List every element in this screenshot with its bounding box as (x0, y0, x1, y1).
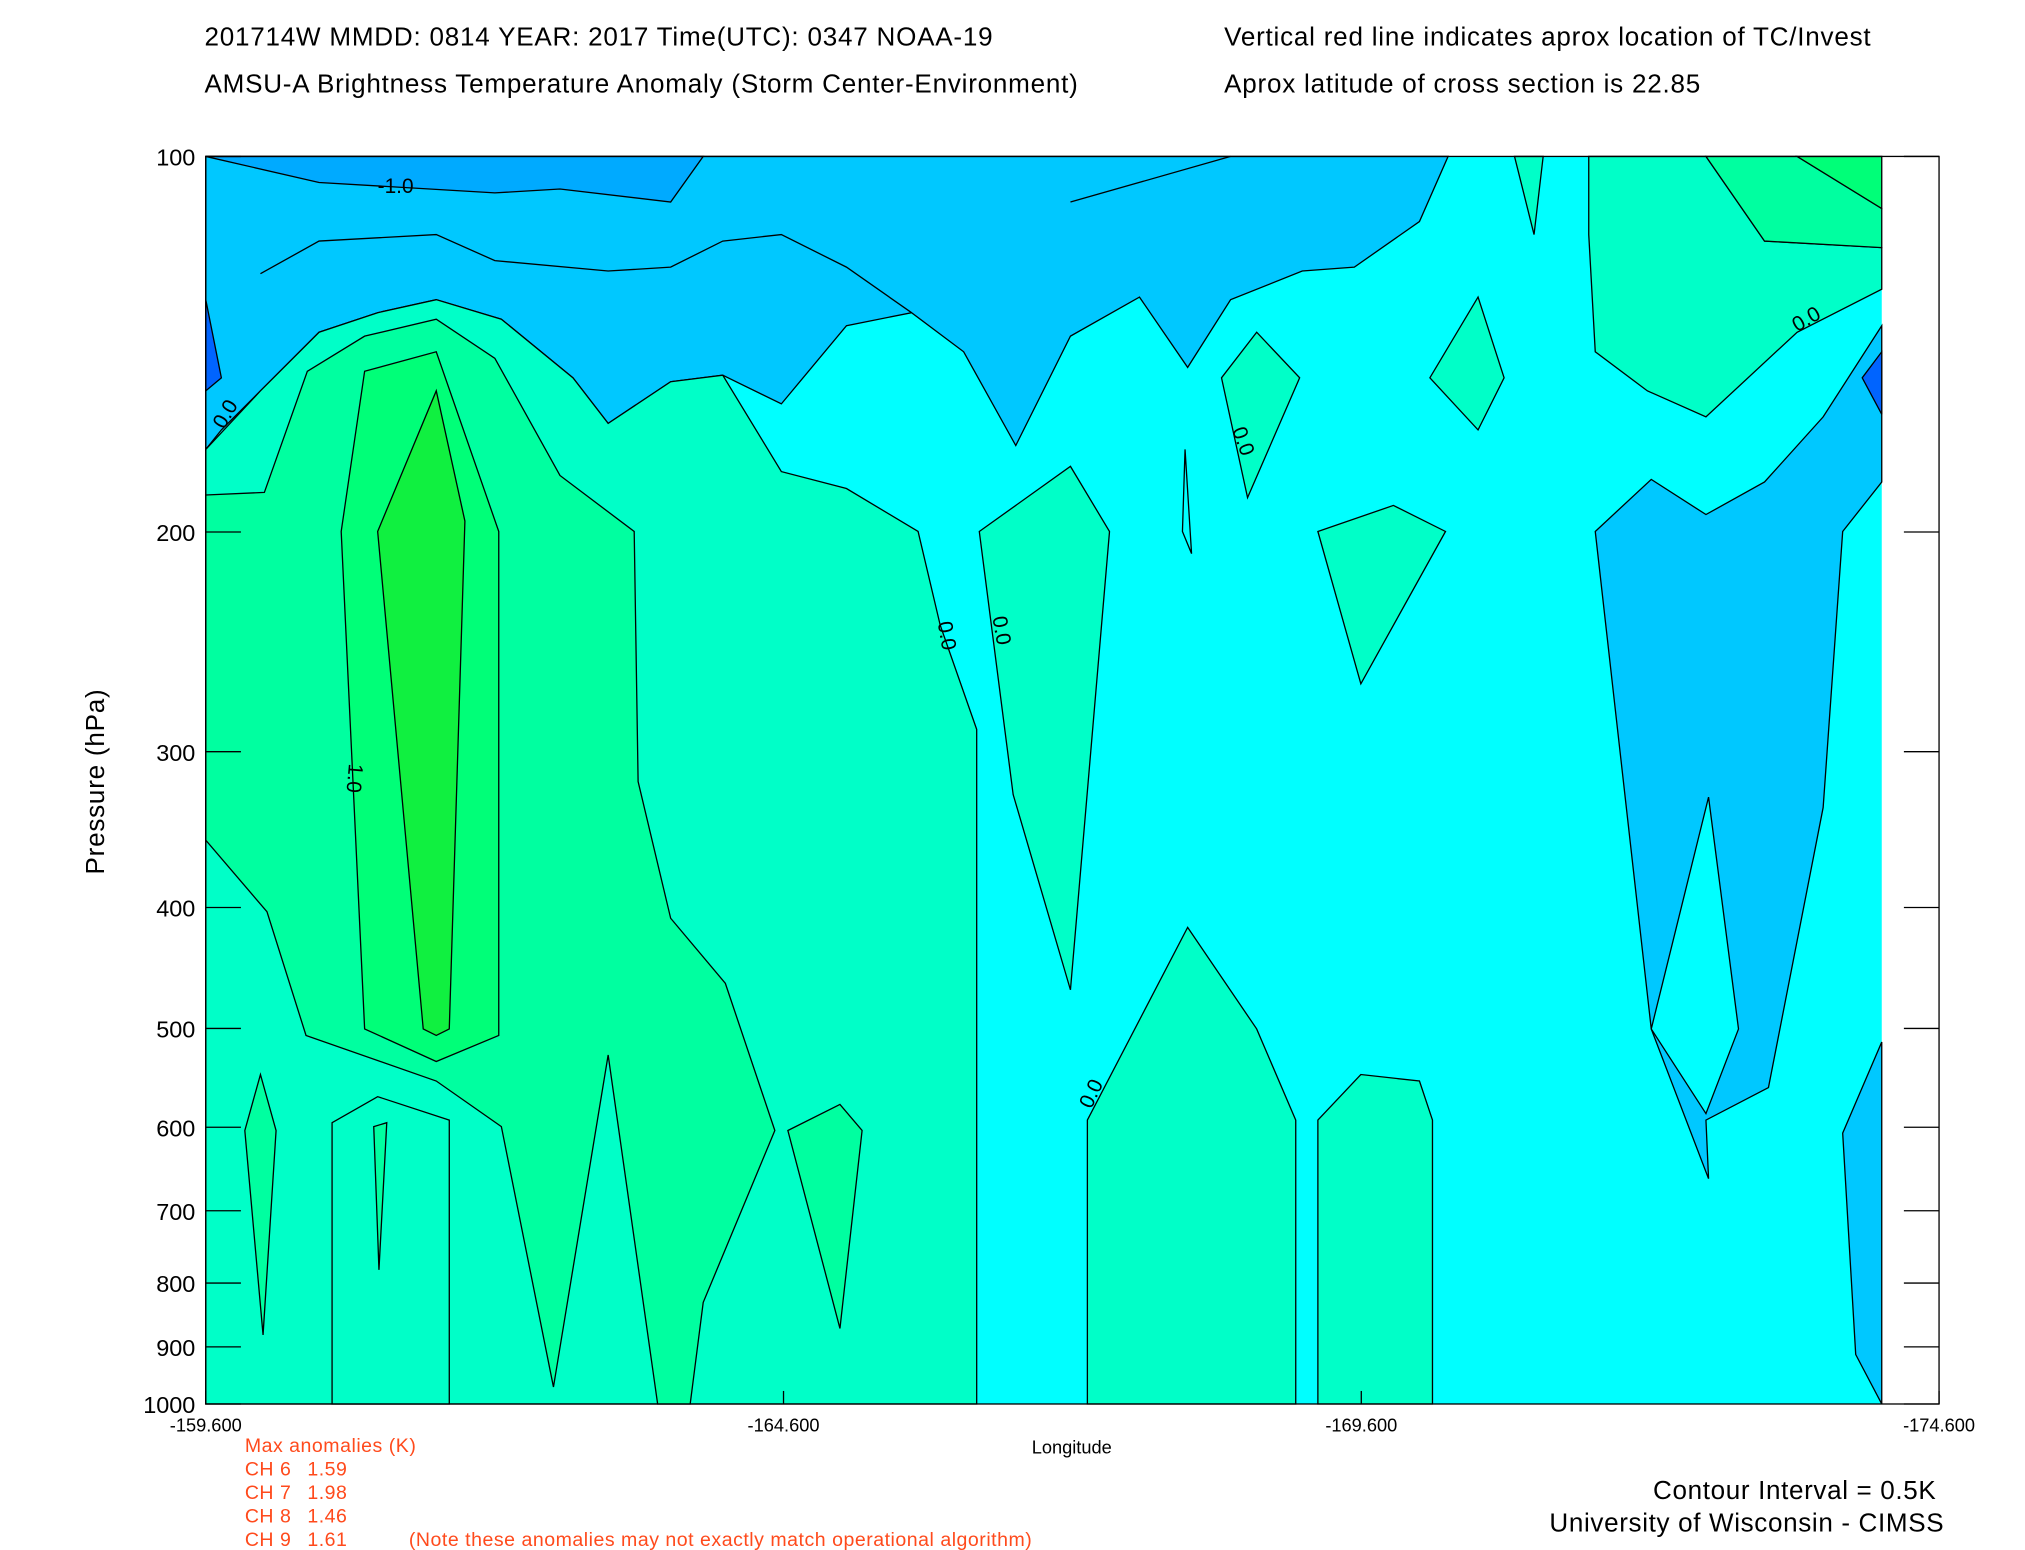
max-anomalies: CH 6 1.59 CH 7 1.98 CH 8 1.46 CH 9 1.61 (245, 1459, 347, 1550)
contour-region (1429, 295, 1505, 432)
y-tick-label: 800 (156, 1271, 195, 1297)
channel-value: 1.61 (307, 1529, 347, 1550)
contour-region (376, 388, 466, 1037)
channel-label: CH 9 (245, 1529, 292, 1550)
contour-region (1220, 331, 1301, 500)
channel-label: CH 6 (245, 1459, 292, 1481)
anomaly-note: (Note these anomalies may not exactly ma… (409, 1529, 1032, 1550)
x-axis-label: Longitude (1032, 1436, 1112, 1457)
contour-region (1181, 449, 1193, 554)
contour-label: 1.0 (341, 763, 366, 794)
contour-label: 0.0 (933, 620, 961, 653)
contour-region (1317, 1073, 1434, 1405)
y-tick-label: 200 (156, 520, 195, 546)
y-tick-label: 900 (156, 1335, 195, 1361)
x-tick-label: -169.600 (1325, 1414, 1397, 1435)
y-axis-label: Pressure (hPa) (80, 689, 110, 875)
contour-line (1070, 155, 1231, 203)
y-tick-label: 100 (156, 145, 195, 171)
credit: University of Wisconsin - CIMSS (1549, 1508, 1944, 1538)
channel-value: 1.59 (307, 1459, 347, 1481)
header-note: Aprox latitude of cross section is 22.85 (1224, 69, 1701, 99)
contour-region (244, 1072, 277, 1336)
y-tick-label: 700 (156, 1199, 195, 1225)
plot-frame (205, 155, 1940, 1405)
y-tick-label: 600 (156, 1115, 195, 1141)
y-tick-label: 300 (156, 740, 195, 766)
header-note: Vertical red line indicates aprox locati… (1224, 22, 1871, 52)
x-tick-label: -174.600 (1903, 1414, 1975, 1435)
x-tick-label: -159.600 (170, 1414, 242, 1435)
contour-region (1650, 796, 1740, 1116)
x-tick-label: -164.600 (748, 1414, 820, 1435)
contour-region (1861, 349, 1883, 415)
channel-value: 1.46 (307, 1505, 347, 1527)
contour-label: 0.0 (987, 614, 1015, 647)
contour-region (331, 1095, 450, 1405)
channel-label: CH 7 (245, 1482, 292, 1504)
y-tick-label: 500 (156, 1017, 195, 1043)
contour-region (787, 1103, 863, 1329)
y-tick-label: 1000 (143, 1392, 195, 1418)
contour-label: -1.0 (378, 175, 414, 198)
contour-region (978, 465, 1111, 991)
contour-interval: Contour Interval = 0.5K (1653, 1475, 1936, 1505)
contour-region (1317, 504, 1447, 686)
y-tick-label: 400 (156, 896, 195, 922)
contour-fill (205, 155, 1883, 1405)
max-anomalies-title: Max anomalies (K) (245, 1435, 417, 1457)
header-line: 201714W MMDD: 0814 YEAR: 2017 Time(UTC):… (204, 22, 993, 52)
contour-labels: -1.0 0.0 0.0 0.0 0.0 0.0 1.0 0.0 (208, 175, 1824, 1112)
header-line: AMSU-A Brightness Temperature Anomaly (S… (204, 69, 1078, 99)
channel-value: 1.98 (307, 1482, 347, 1504)
contour-line (260, 233, 912, 314)
contour-region (373, 1121, 388, 1270)
contour-region (1842, 1041, 1883, 1405)
channel-label: CH 8 (245, 1505, 292, 1527)
